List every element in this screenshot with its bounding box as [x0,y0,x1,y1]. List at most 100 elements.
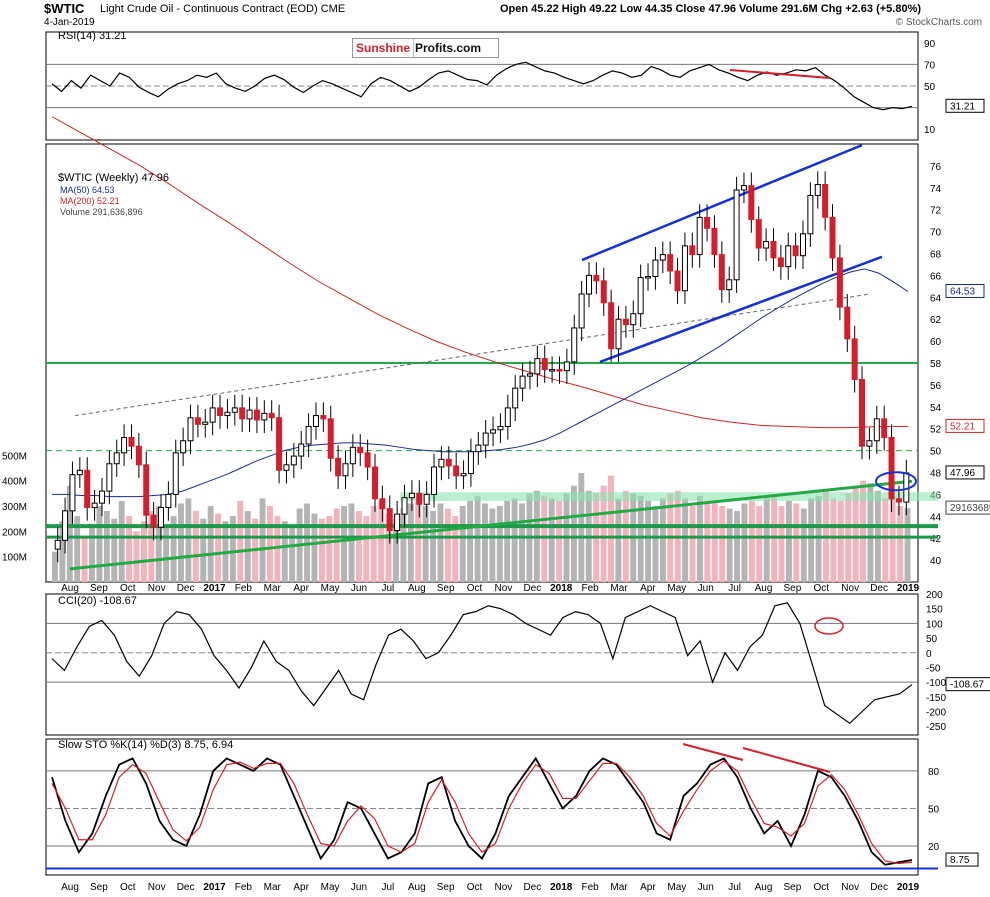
candle-body [335,457,342,477]
volume-bar [170,516,177,582]
price-x-tick: May [667,583,686,594]
bottom-x-tick: May [321,882,340,893]
price-x-tick: Apr [293,583,309,594]
candle-body [423,493,430,505]
volume-bar [155,506,162,582]
candle-body [386,508,393,532]
volume-bar [645,500,652,582]
chart-header: $WTIC Light Crude Oil - Continuous Contr… [0,0,990,30]
volume-bar [363,516,370,582]
candle-body [859,378,866,447]
volume-bar [289,526,296,582]
support-zone-46 [400,492,938,501]
candle-body [283,464,290,471]
candle-body [298,443,305,457]
chart-title: Light Crude Oil - Continuous Contract (E… [100,3,346,15]
volume-bar [333,508,340,582]
price-y-tick: 42 [930,534,942,545]
volume-bar [200,518,207,582]
candle-body [763,240,770,249]
candle-body [770,240,777,259]
candle-body [202,421,209,425]
volume-bar [652,506,659,582]
volume-bar [556,500,563,582]
long-term-support-line [69,479,913,571]
price-y-tick: 48 [930,469,942,480]
candle-body [320,415,327,420]
volume-bar [89,523,95,582]
candle-body [253,409,260,421]
candle-body [637,277,644,315]
candle-body [608,302,615,350]
volume-last-value-box [945,500,990,515]
volume-bar [237,500,244,582]
bottom-x-tick: Feb [582,882,600,893]
volume-bar [570,485,577,582]
volume-bar [830,498,837,582]
cci-y-tick: -150 [926,693,946,704]
price-x-tick: Nov [841,583,859,594]
volume-bar [281,521,288,582]
cci-y-tick: 100 [926,619,943,630]
price-x-tick: Oct [467,583,483,594]
candle-body [512,387,519,409]
volume-bar [771,495,778,582]
volume-bar [800,508,807,582]
volume-bar [689,506,696,582]
volume-bar [837,500,844,582]
candle-body [217,407,224,417]
candle-body [460,473,467,477]
volume-bar [318,518,325,582]
bottom-x-tick: Nov [495,882,513,893]
bottom-x-tick: Mar [264,882,282,893]
bottom-x-tick: Dec [870,882,888,893]
candle-body [659,254,666,261]
volume-bar [355,511,362,582]
volume-bar [415,498,422,582]
cci-y-tick: 0 [926,649,932,660]
volume-y-tick: 400M [2,477,27,488]
volume-bar [59,521,66,582]
candle-body [62,510,69,541]
close-last-value: 47.96 [950,468,975,479]
volume-y-tick: 100M [2,553,27,564]
price-x-tick: Dec [523,583,541,594]
cci-y-tick: -250 [926,722,946,733]
volume-bar [815,495,822,582]
volume-bar [704,500,711,582]
candle-body [593,274,600,282]
candle-body [829,216,836,259]
candle-body [305,426,312,445]
volume-bar [808,498,815,582]
price-y-tick: 76 [930,162,942,173]
volume-bar [430,511,437,582]
volume-bar [860,480,867,582]
price-x-tick: 2019 [897,583,920,594]
price-y-tick: 52 [930,425,942,436]
candle-body [534,358,541,375]
volume-bar [96,506,103,582]
volume-bar [659,498,666,582]
price-y-tick: 64 [930,293,942,304]
candle-body [268,412,275,419]
candle-body [187,417,194,442]
price-x-tick: Jun [351,583,367,594]
price-x-tick: May [321,583,340,594]
candle-body [482,432,489,446]
cci-ellipse [814,617,844,635]
volume-bar [682,498,689,582]
price-x-tick: Feb [582,583,600,594]
rsi-last-value-box [945,98,985,113]
volume-bar [615,498,622,582]
candle-body [519,375,526,389]
candle-body [349,446,356,465]
candle-body [652,259,659,277]
bottom-x-tick: Nov [841,882,859,893]
volume-bar [437,503,444,582]
volume-bar [444,508,451,582]
price-x-tick: Dec [177,583,195,594]
bottom-x-tick: Jun [698,882,714,893]
volume-bar [459,506,466,582]
volume-bar [81,536,88,582]
